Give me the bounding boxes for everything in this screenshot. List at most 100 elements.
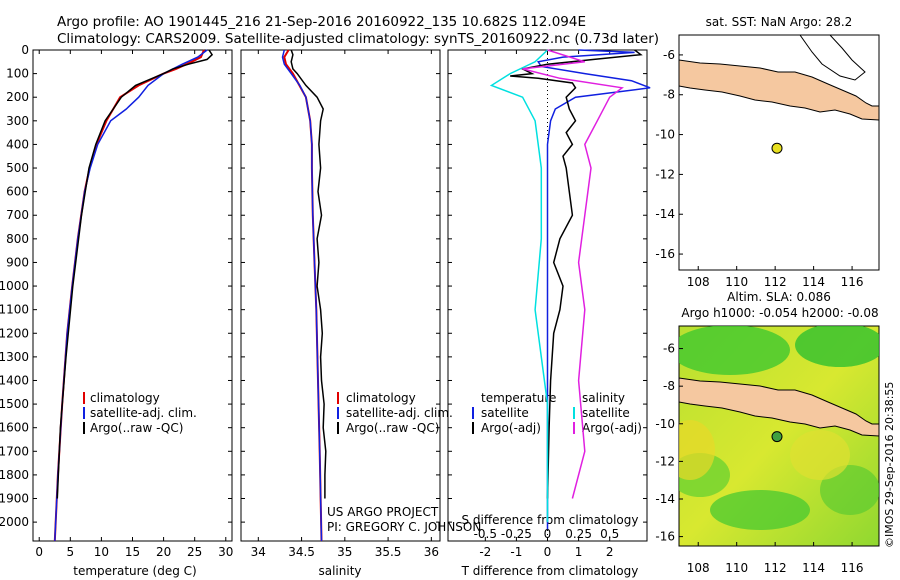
sla-map-ytick-label: -8 [663, 379, 675, 393]
temperature-ytick-label: 1600 [0, 421, 29, 435]
temperature-ytick-label: 400 [6, 137, 29, 151]
legend-label-satellite: satellite-adj. clim. [90, 406, 197, 420]
difference-xtick-label: 1 [575, 545, 583, 559]
temperature-ytick-label: 1000 [0, 279, 29, 293]
temperature-axes-frame [32, 49, 233, 542]
sst-map-land-java [679, 59, 879, 121]
sla-map-ytick-label: -6 [663, 342, 675, 356]
sla-map-yellow-patch [679, 420, 715, 480]
chart-marks-layer: 0 5 10 15 20 25 300100200300400500600700800900… [0, 43, 864, 575]
temperature-ytick-label: 1400 [0, 373, 29, 387]
legend-label-argo-t: Argo(-adj) [481, 421, 541, 435]
salinity-xtick-label: 34 [251, 545, 266, 559]
difference-xtick-label: -1 [510, 545, 522, 559]
temperature-ytick-label: 1100 [0, 303, 29, 317]
salinity-xtick-label: 36 [424, 545, 439, 559]
sla-map-yellow-patch [790, 430, 850, 480]
salinity-axes-frame [240, 49, 441, 542]
temperature-series-satellite-adj-clim- [54, 49, 208, 542]
salinity-legend: climatology satellite-adj. clim. Argo(..… [337, 391, 453, 435]
difference-xtick2-label: 0.5 [600, 527, 619, 541]
sla-map-green-patch [820, 465, 879, 515]
temperature-xtick-label: 30 [218, 545, 233, 559]
salinity-xtick-label: 34.5 [288, 545, 315, 559]
sst-map-xtick-label: 114 [802, 275, 825, 289]
salinity-xlabel: salinity [318, 564, 361, 578]
temperature-ytick-label: 800 [6, 232, 29, 246]
difference-series-satellite-s [489, 49, 549, 523]
difference-series-argo-s [522, 49, 624, 499]
sla-map-ytick-label: -10 [655, 417, 675, 431]
legend-label-argo: Argo(..raw -QC) [90, 421, 183, 435]
difference-series-satellite-t [536, 49, 651, 530]
imos-watermark: ©IMOS 29-Sep-2016 20:38:55 [883, 382, 896, 548]
temperature-ytick-label: 100 [6, 67, 29, 81]
sst-map-ytick-label: -14 [655, 207, 675, 221]
temperature-legend: climatology satellite-adj. clim. Argo(..… [83, 391, 197, 435]
salinity-xtick-label: 35.5 [375, 545, 402, 559]
sla-map-green-patch [710, 490, 810, 530]
temperature-ytick-label: 1500 [0, 397, 29, 411]
legend-header-salinity: salinity [582, 391, 625, 405]
temperature-series-argo-raw-qc- [56, 49, 214, 499]
project-credit: US ARGO PROJECT [327, 505, 439, 519]
sla-map-ytick-label: -14 [655, 492, 675, 506]
sst-map-title: sat. SST: NaN Argo: 28.2 [706, 15, 853, 29]
difference-xtick-label: -2 [479, 545, 491, 559]
sst-map-xtick-label: 116 [841, 275, 864, 289]
temperature-ytick-label: 500 [6, 161, 29, 175]
sst-map-ytick-label: -8 [663, 88, 675, 102]
temperature-ytick-label: 2000 [0, 515, 29, 529]
temperature-ytick-label: 1700 [0, 444, 29, 458]
temperature-ytick-label: 600 [6, 185, 29, 199]
legend-label-argo: Argo(..raw -QC) [346, 421, 439, 435]
legend-label-satellite-t: satellite [481, 406, 529, 420]
sst-map: sat. SST: NaN Argo: 28.2 [678, 15, 880, 271]
salinity-xtick-label: 35 [337, 545, 352, 559]
temperature-ytick-label: 200 [6, 90, 29, 104]
temperature-ytick-label: 1200 [0, 326, 29, 340]
sla-map-land-java [679, 377, 879, 437]
sst-map-ytick-label: -12 [655, 167, 675, 181]
sla-map-argo-marker [771, 431, 783, 443]
legend-label-argo-s: Argo(-adj) [582, 421, 642, 435]
sla-map-xtick-label: 110 [725, 561, 748, 575]
sla-map-subtitle: Argo h1000: -0.054 h2000: -0.08 [681, 306, 878, 320]
temperature-ytick-label: 1300 [0, 350, 29, 364]
difference-xtick-label: 0 [544, 545, 552, 559]
temperature-xtick-label: 20 [156, 545, 171, 559]
temperature-ytick-label: 900 [6, 255, 29, 269]
legend-label-climatology: climatology [346, 391, 416, 405]
temperature-xtick-label: 0 [35, 545, 43, 559]
title-line-1: Argo profile: AO 1901445_216 21-Sep-2016… [57, 14, 586, 30]
sla-map-ytick-label: -16 [655, 530, 675, 544]
temperature-ytick-label: 700 [6, 208, 29, 222]
sst-map-ytick-label: -6 [663, 48, 675, 62]
sst-map-xtick-label: 112 [764, 275, 787, 289]
sla-map-xtick-label: 114 [802, 561, 825, 575]
temperature-ytick-label: 0 [21, 43, 29, 57]
sla-map-ytick-label: -12 [655, 454, 675, 468]
difference-xlabel-s: S difference from climatology [462, 513, 639, 527]
sla-map-xtick-label: 116 [841, 561, 864, 575]
sst-map-argo-marker [771, 142, 783, 154]
salinity-series-satellite-adj-clim- [281, 49, 323, 542]
legend-label-satellite-s: satellite [582, 406, 630, 420]
pi-credit: PI: GREGORY C. JOHNSON [327, 520, 481, 534]
legend-header-temperature: temperature [481, 391, 556, 405]
temperature-xtick-label: 25 [187, 545, 202, 559]
temperature-ytick-label: 1900 [0, 492, 29, 506]
difference-xtick2-label: 0 [544, 527, 552, 541]
sst-map-land-borneo [799, 35, 866, 81]
sst-map-ytick-label: -16 [655, 247, 675, 261]
title-line-2: Climatology: CARS2009. Satellite-adjuste… [57, 31, 660, 47]
temperature-xtick-label: 5 [66, 545, 74, 559]
temperature-series-climatology [53, 49, 205, 542]
salinity-series-argo-raw-qc- [290, 49, 327, 499]
temperature-ytick-label: 300 [6, 114, 29, 128]
sst-map-xtick-label: 110 [725, 275, 748, 289]
temperature-ytick-label: 1800 [0, 468, 29, 482]
difference-xtick2-label: 0.25 [565, 527, 592, 541]
temperature-xtick-label: 15 [125, 545, 140, 559]
temperature-xlabel: temperature (deg C) [73, 564, 196, 578]
